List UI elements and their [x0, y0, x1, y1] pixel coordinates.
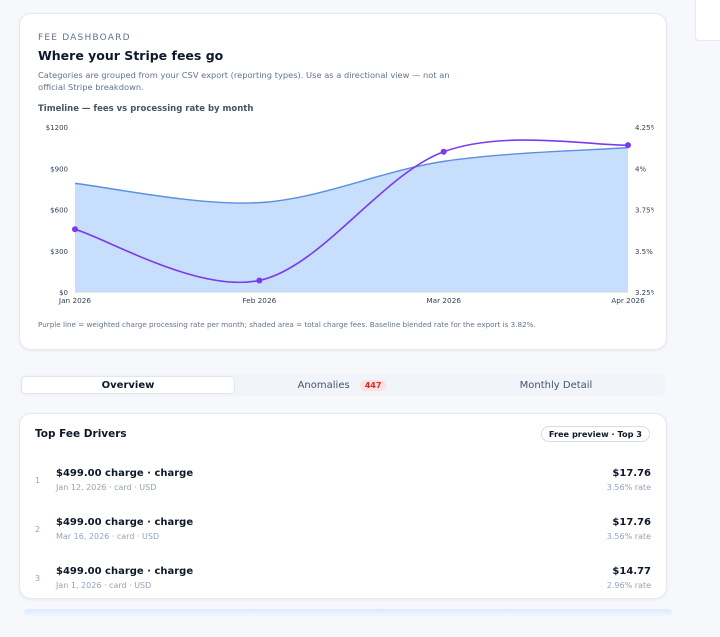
fees-area-outline — [74, 146, 629, 204]
next-card-edge — [24, 609, 672, 617]
right-axis-tick-label: 3.5% — [635, 248, 653, 256]
chart-title: Timeline — fees vs processing rate by mo… — [38, 104, 254, 114]
anomalies-count-badge: 447 — [359, 379, 387, 391]
dashboard-eyebrow: FEE DASHBOARD — [38, 33, 131, 43]
driver-meta: Jan 12, 2026 · card · USD — [56, 483, 157, 492]
processing-rate-line — [74, 139, 629, 284]
tab-monthly-detail-label: Monthly Detail — [519, 379, 593, 391]
driver-rank: 3 — [35, 574, 41, 583]
rate-point — [625, 142, 631, 149]
driver-row[interactable]: 3 $499.00 charge · charge Jan 1, 2026 · … — [20, 563, 666, 603]
drivers-title: Top Fee Drivers — [35, 428, 127, 440]
driver-title: $499.00 charge · charge — [56, 566, 194, 577]
rate-point — [440, 148, 447, 155]
edge-panel — [695, 0, 720, 41]
x-axis-tick-label: Mar 2026 — [426, 296, 461, 305]
left-axis-tick-label: $0 — [59, 289, 68, 297]
tab-overview[interactable]: Overview — [21, 376, 235, 394]
driver-row[interactable]: 1 $499.00 charge · charge Jan 12, 2026 ·… — [20, 465, 666, 505]
fee-dashboard-card: FEE DASHBOARD Where your Stripe fees go … — [19, 13, 667, 350]
x-axis-tick-label: Feb 2026 — [242, 296, 276, 305]
chart-footnote: Purple line = weighted charge processing… — [38, 320, 536, 329]
driver-rank: 2 — [35, 525, 41, 534]
driver-row[interactable]: 2 $499.00 charge · charge Mar 16, 2026 ·… — [20, 514, 666, 554]
driver-title: $499.00 charge · charge — [56, 468, 194, 479]
driver-rate: 3.56% rate — [606, 483, 651, 492]
left-axis-tick-label: $1200 — [46, 124, 68, 132]
driver-fee-amount: $14.77 — [612, 566, 651, 577]
driver-meta: Mar 16, 2026 · card · USD — [56, 532, 160, 541]
free-preview-badge: Free preview · Top 3 — [540, 426, 650, 442]
fees-timeline-chart: $0 $300 $600 $900 $1200 3.25% 3.5% 3.75% 4% 4.25%… — [46, 124, 654, 305]
tab-overview-label: Overview — [101, 379, 155, 391]
driver-meta: Jan 1, 2026 · card · USD — [56, 581, 152, 590]
tab-anomalies-label: Anomalies — [297, 379, 350, 391]
left-axis-tick-label: $300 — [50, 248, 68, 256]
x-axis-tick-label: Jan 2026 — [58, 296, 91, 305]
view-tabs: Overview Anomalies 447 Monthly Detail — [19, 374, 665, 396]
left-axis-tick-label: $600 — [50, 207, 68, 215]
driver-rate: 3.56% rate — [606, 532, 651, 541]
right-axis-tick-label: 3.25% — [635, 289, 654, 297]
tab-monthly-detail[interactable]: Monthly Detail — [449, 376, 663, 394]
driver-rank: 1 — [35, 476, 41, 485]
right-axis-tick-label: 4.25% — [635, 124, 654, 132]
rate-point — [72, 226, 78, 233]
right-axis-tick-label: 3.75% — [635, 207, 654, 215]
driver-rate: 2.96% rate — [606, 581, 651, 590]
driver-title: $499.00 charge · charge — [56, 517, 194, 528]
dashboard-description: Categories are grouped from your CSV exp… — [38, 70, 450, 92]
right-axis-tick-label: 4% — [635, 165, 646, 173]
left-axis-tick-label: $900 — [50, 165, 68, 173]
driver-fee-amount: $17.76 — [612, 468, 651, 479]
x-axis-tick-label: Apr 2026 — [611, 296, 645, 305]
rate-point — [256, 277, 263, 284]
top-fee-drivers-card: Top Fee Drivers Free preview · Top 3 1 $… — [19, 413, 667, 599]
dashboard-title: Where your Stripe fees go — [38, 48, 224, 63]
tab-anomalies[interactable]: Anomalies 447 — [235, 376, 449, 394]
driver-fee-amount: $17.76 — [612, 517, 651, 528]
